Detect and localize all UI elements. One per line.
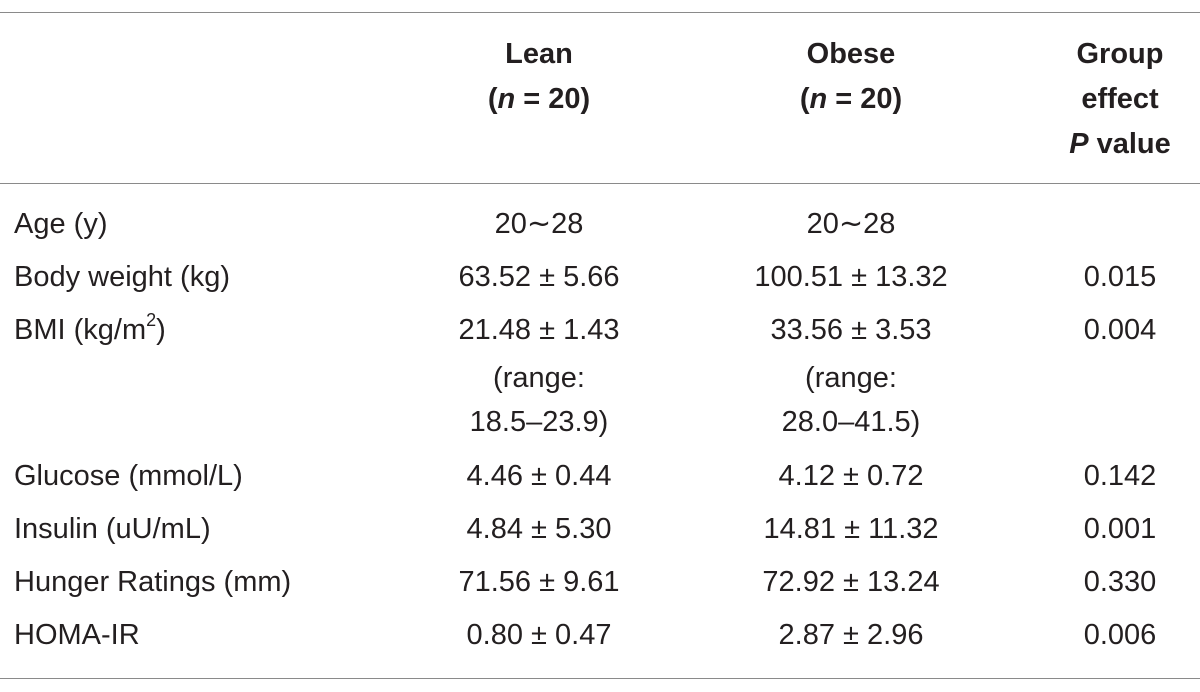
cell-obese: 20∼28 [806, 208, 896, 240]
cell-obese: 4.12 ± 0.72 [778, 460, 924, 492]
cell-p-value: 0.142 [1083, 460, 1157, 492]
row-label: Hunger Ratings (mm) [14, 566, 292, 598]
cell-p-value: 0.330 [1083, 566, 1157, 598]
cell-p-value: 0.015 [1083, 261, 1157, 293]
table-top-rule [0, 12, 1200, 13]
cell-obese: 2.87 ± 2.96 [778, 619, 924, 651]
cell-obese: 33.56 ± 3.53 (range: 28.0–41.5) [770, 314, 932, 438]
cell-lean: 20∼28 [494, 208, 584, 240]
cell-lean: 21.48 ± 1.43 (range: 18.5–23.9) [458, 314, 620, 438]
cell-p-value: 0.006 [1083, 619, 1157, 651]
cell-obese: 14.81 ± 11.32 [763, 513, 939, 545]
cell-lean: 71.56 ± 9.61 [458, 566, 620, 598]
row-label: HOMA-IR [14, 619, 140, 651]
cell-lean: 0.80 ± 0.47 [466, 619, 612, 651]
cell-lean: 4.84 ± 5.30 [466, 513, 612, 545]
cell-obese: 100.51 ± 13.32 [754, 261, 948, 293]
cell-p-value: 0.004 [1083, 314, 1157, 346]
cell-lean: 63.52 ± 5.66 [458, 261, 620, 293]
row-label: BMI (kg/m2) [14, 310, 166, 346]
table-bottom-rule [0, 678, 1200, 679]
row-label: Insulin (uU/mL) [14, 513, 211, 545]
cell-p-value: 0.001 [1083, 513, 1157, 545]
header-group-effect-p-value: Group effect P value [1069, 38, 1171, 160]
cell-lean: 4.46 ± 0.44 [466, 460, 612, 492]
cell-obese: 72.92 ± 13.24 [762, 566, 940, 598]
header-obese: Obese (n = 20) [799, 38, 903, 115]
row-label: Age (y) [14, 208, 108, 240]
row-label: Glucose (mmol/L) [14, 460, 243, 492]
header-lean: Lean (n = 20) [487, 38, 591, 115]
row-label: Body weight (kg) [14, 261, 230, 293]
header-rule [0, 183, 1200, 184]
